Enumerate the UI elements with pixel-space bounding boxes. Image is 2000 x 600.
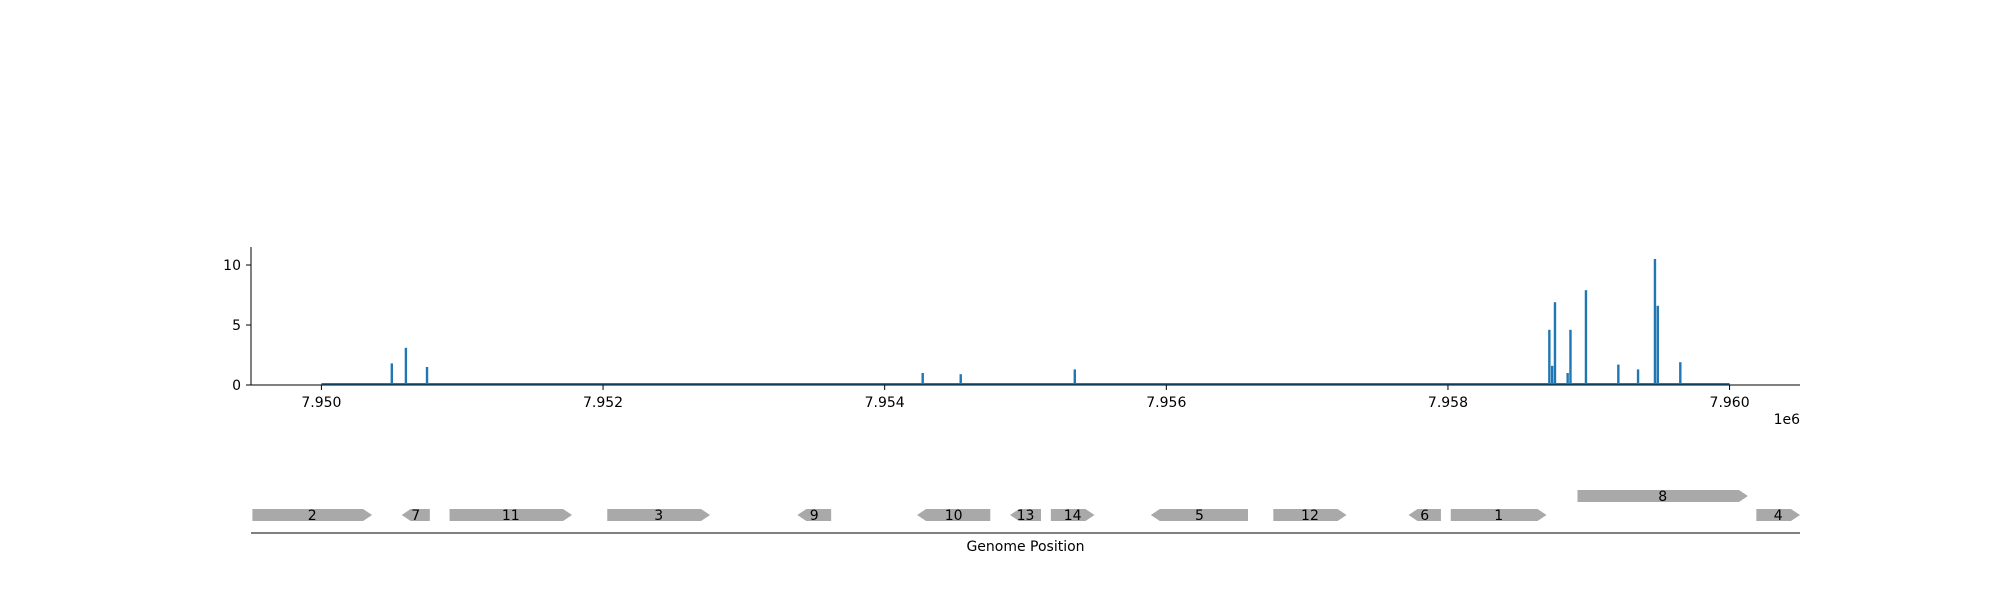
coverage-bar xyxy=(1656,305,1659,385)
coverage-bar xyxy=(1569,329,1572,385)
gene-label: 11 xyxy=(502,508,520,524)
x-axis-label: Genome Position xyxy=(966,539,1084,555)
gene-arrow xyxy=(1010,509,1041,521)
gene-arrow xyxy=(1408,509,1441,521)
gene-arrow xyxy=(401,509,430,521)
y-axis-ticks: 0 5 10 xyxy=(223,258,251,394)
coverage-plot: 7.950 7.952 7.954 7.956 7.958 7.960 0 5 10 1e6 xyxy=(223,247,1800,428)
gene-arrow xyxy=(1150,509,1248,521)
gene-track: 2 7 11 3 9 10 13 14 5 12 6 1 8 4 Genome Position xyxy=(251,489,1800,555)
gene-label: 9 xyxy=(810,508,819,524)
y-tick-label: 0 xyxy=(232,378,241,394)
x-tick-label: 7.952 xyxy=(583,395,623,411)
gene-arrow xyxy=(1577,490,1748,502)
coverage-bar xyxy=(1553,302,1557,385)
gene-arrows: 2 7 11 3 9 10 13 14 5 12 6 1 8 4 xyxy=(252,489,1800,524)
gene-arrow xyxy=(1756,509,1800,521)
coverage-bar xyxy=(1548,329,1551,385)
x-tick-label: 7.954 xyxy=(865,395,905,411)
gene-label: 6 xyxy=(1420,508,1429,524)
gene-label: 4 xyxy=(1774,508,1783,524)
gene-arrow xyxy=(917,509,991,521)
coverage-bar xyxy=(1584,290,1588,385)
gene-arrow xyxy=(797,509,832,521)
gene-label: 13 xyxy=(1017,508,1035,524)
gene-label: 14 xyxy=(1064,508,1082,524)
x-tick-label: 7.956 xyxy=(1146,395,1186,411)
coverage-bar xyxy=(390,363,394,385)
gene-label: 12 xyxy=(1301,508,1319,524)
gene-arrow xyxy=(1450,509,1547,521)
gene-label: 8 xyxy=(1658,489,1667,505)
gene-label: 10 xyxy=(945,508,963,524)
coverage-bar xyxy=(1636,369,1640,385)
gene-label: 3 xyxy=(654,508,663,524)
y-tick-label: 5 xyxy=(232,318,241,334)
coverage-bar xyxy=(1073,369,1076,385)
coverage-bar xyxy=(425,367,429,385)
coverage-bar xyxy=(921,373,924,385)
gene-label: 1 xyxy=(1494,508,1503,524)
gene-label: 5 xyxy=(1195,508,1204,524)
coverage-bar xyxy=(404,347,408,385)
x-axis-ticks: 7.950 7.952 7.954 7.956 7.958 7.960 xyxy=(301,385,1750,411)
gene-arrow xyxy=(252,509,373,521)
x-tick-label: 7.960 xyxy=(1710,395,1750,411)
x-axis-offset-label: 1e6 xyxy=(1774,412,1801,428)
coverage-bar xyxy=(1566,373,1569,385)
gene-arrow xyxy=(1050,509,1095,521)
x-tick-label: 7.958 xyxy=(1428,395,1468,411)
coverage-bar xyxy=(959,374,962,385)
coverage-bar xyxy=(1617,364,1620,385)
x-tick-label: 7.950 xyxy=(301,395,341,411)
gene-arrow xyxy=(449,509,573,521)
coverage-bar xyxy=(1679,362,1682,385)
gene-label: 2 xyxy=(308,508,317,524)
gene-arrow xyxy=(1273,509,1347,521)
coverage-bar xyxy=(1653,259,1657,385)
gene-arrow xyxy=(607,509,711,521)
coverage-bars xyxy=(321,259,1730,385)
coverage-bar xyxy=(1550,365,1554,385)
gene-label: 7 xyxy=(411,508,420,524)
y-tick-label: 10 xyxy=(223,258,241,274)
